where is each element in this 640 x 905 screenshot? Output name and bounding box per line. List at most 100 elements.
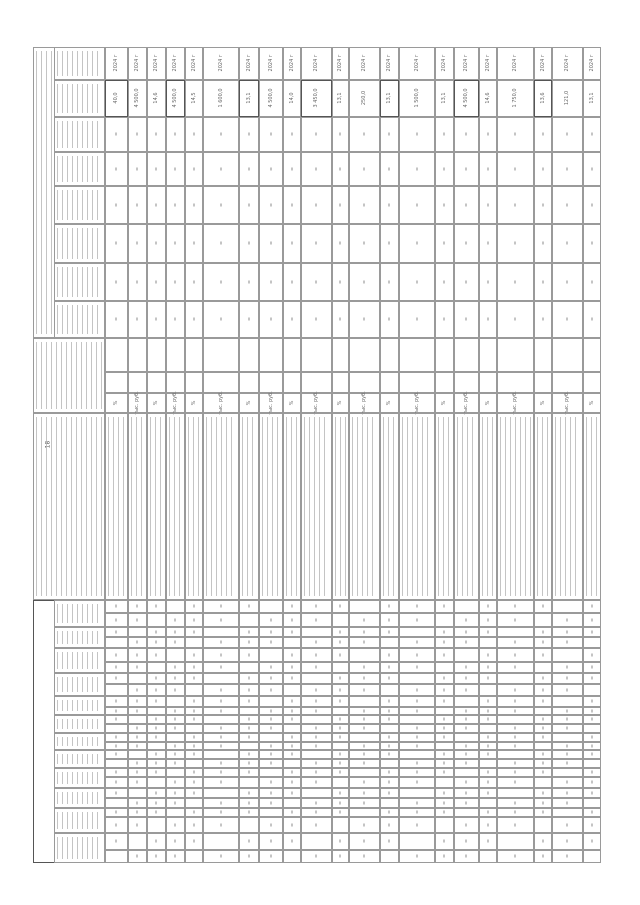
classification-mark <box>315 726 317 730</box>
classification-cell <box>453 612 479 627</box>
indicator-name-cell <box>434 412 454 600</box>
classification-cell <box>258 612 283 627</box>
classification-mark <box>174 823 176 826</box>
classification-cell <box>453 767 479 777</box>
value-mark <box>270 203 271 206</box>
classification-mark <box>155 676 157 680</box>
header-classification-item <box>53 714 105 733</box>
value-mark <box>363 167 365 170</box>
classification-mark <box>193 665 194 669</box>
classification-cell <box>300 758 332 768</box>
classification-cell <box>453 832 479 850</box>
value-mark <box>443 132 445 136</box>
classification-cell <box>300 797 332 808</box>
header-classification-item <box>53 787 105 808</box>
value-cell: 2024 г <box>282 46 301 80</box>
classification-cell <box>184 732 203 742</box>
value-cell <box>104 300 128 338</box>
classification-cell <box>379 787 399 798</box>
classification-cell <box>398 807 435 817</box>
target-value: 3 450,0 <box>313 88 319 108</box>
value-mark <box>248 317 249 321</box>
target-value: 14,0 <box>288 92 295 104</box>
classification-mark <box>174 688 176 691</box>
classification-cell <box>379 732 399 742</box>
base-cell <box>104 337 128 372</box>
classification-mark <box>220 709 221 712</box>
classification-cell <box>434 672 454 684</box>
classification-cell <box>202 749 239 759</box>
classification-cell <box>348 758 380 768</box>
classification-cell <box>379 807 399 817</box>
value-cell <box>582 185 601 224</box>
base-cell <box>184 371 203 393</box>
classification-cell <box>453 636 479 648</box>
classification-mark <box>388 752 390 756</box>
value-cell <box>379 223 399 263</box>
value-mark <box>566 203 568 206</box>
header-classification-item <box>53 695 105 715</box>
value-cell: 4 500,0 <box>165 79 185 117</box>
classification-cell <box>478 849 497 863</box>
value-cell <box>258 185 283 224</box>
classification-cell <box>551 749 583 759</box>
target-year: 2024 г <box>313 54 319 72</box>
value-cell <box>379 151 399 186</box>
classification-mark <box>248 752 249 756</box>
target-value: 1 500,0 <box>413 88 420 108</box>
classification-cell <box>496 776 534 788</box>
value-cell <box>582 116 601 152</box>
base-cell <box>258 337 283 372</box>
classification-cell <box>238 787 259 798</box>
classification-mark <box>566 791 568 794</box>
value-cell <box>300 185 332 224</box>
classification-cell <box>496 797 534 808</box>
classification-mark <box>591 823 592 826</box>
value-cell <box>104 116 128 152</box>
classification-cell <box>551 797 583 808</box>
classification-cell <box>202 683 239 696</box>
value-cell: 2024 г <box>453 46 479 80</box>
value-cell <box>300 262 332 301</box>
classification-cell <box>453 714 479 724</box>
value-cell <box>434 185 454 224</box>
classification-mark <box>174 726 176 730</box>
classification-mark <box>416 604 417 608</box>
classification-cell <box>582 612 601 627</box>
classification-cell <box>478 797 497 808</box>
classification-mark <box>443 810 445 814</box>
value-cell <box>582 262 601 301</box>
classification-mark <box>248 640 249 644</box>
value-mark <box>136 317 138 321</box>
classification-mark <box>566 823 568 826</box>
value-mark <box>363 203 365 206</box>
value-mark <box>416 132 417 136</box>
value-cell <box>146 223 166 263</box>
classification-cell <box>202 741 239 750</box>
classification-cell <box>238 612 259 627</box>
value-mark <box>193 132 194 136</box>
classification-mark <box>315 744 317 747</box>
classification-cell <box>551 807 583 817</box>
classification-cell <box>282 723 301 733</box>
classification-mark <box>487 618 488 621</box>
classification-cell <box>496 626 534 637</box>
classification-cell <box>104 787 128 798</box>
classification-cell <box>582 714 601 724</box>
classification-mark <box>220 780 221 784</box>
classification-cell <box>453 776 479 788</box>
classification-cell <box>104 807 128 817</box>
value-mark <box>339 280 341 283</box>
unit-label: тыс. руб. <box>361 390 367 415</box>
value-cell: 40,0 <box>104 79 128 117</box>
value-mark <box>174 167 176 170</box>
classification-cell <box>496 832 534 850</box>
classification-cell <box>238 723 259 733</box>
classification-cell <box>331 849 349 863</box>
value-cell: 121,0 <box>551 79 583 117</box>
classification-cell <box>379 636 399 648</box>
value-cell <box>146 300 166 338</box>
classification-mark <box>363 640 365 644</box>
classification-mark <box>465 791 467 794</box>
classification-mark <box>315 618 317 621</box>
